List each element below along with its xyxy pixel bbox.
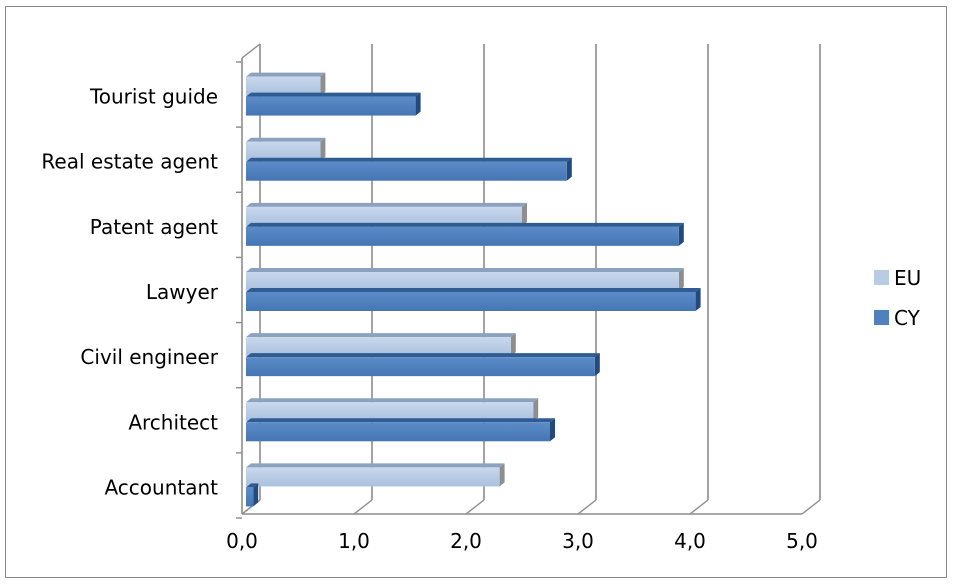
x-tick-labels: 0,0 1,0 2,0 3,0 4,0 5,0 — [226, 529, 818, 553]
bar-front-face — [246, 226, 679, 246]
legend-label: CY — [894, 306, 921, 330]
category-label: Civil engineer — [80, 345, 218, 369]
bar-eu — [246, 333, 516, 357]
x-tick-label: 4,0 — [674, 529, 706, 553]
bar-front-face — [246, 161, 567, 181]
bar-top-face — [246, 72, 326, 77]
bar-top-face — [246, 92, 421, 97]
bar-front-face — [246, 337, 511, 357]
category-labels: Tourist guide Real estate agent Patent age… — [41, 85, 218, 500]
bar-front-face — [246, 402, 534, 422]
bar-end-face — [550, 418, 555, 442]
x-tick-label: 5,0 — [786, 529, 818, 553]
wall-edge — [241, 43, 261, 59]
bar-end-face — [678, 222, 684, 246]
bar-front-face — [246, 76, 321, 96]
bar-top-face — [246, 398, 539, 403]
bar-eu — [246, 398, 539, 422]
bar-end-face — [320, 72, 326, 96]
x-tick-label: 1,0 — [338, 529, 370, 553]
bar-top-face — [246, 157, 572, 162]
bar-top-face — [246, 353, 600, 358]
bar-end-face — [678, 268, 684, 291]
bar-end-face — [695, 288, 701, 311]
legend-swatch — [874, 310, 889, 325]
bar-front-face — [246, 141, 321, 161]
bar-eu — [246, 202, 527, 226]
category-label: Accountant — [104, 475, 218, 499]
bar-front-face — [246, 96, 416, 116]
bar-top-face — [246, 202, 527, 207]
legend: EU CY — [874, 266, 921, 330]
floor-line — [801, 499, 821, 515]
bar-end-face — [533, 398, 539, 422]
bar-cy — [246, 157, 572, 181]
floor-line — [689, 499, 709, 515]
floor-line — [465, 499, 485, 515]
x-tick-label: 0,0 — [226, 529, 258, 553]
bar-front-face — [246, 292, 696, 311]
bar-cy — [246, 353, 600, 377]
bar-cy — [246, 222, 684, 246]
plot-walls — [236, 43, 802, 519]
bar-front-face — [246, 422, 550, 442]
bar-end-face — [415, 92, 421, 116]
bar-eu — [246, 72, 326, 96]
category-label: Lawyer — [146, 280, 219, 304]
bar-top-face — [246, 418, 555, 423]
bar-top-face — [246, 288, 701, 292]
bar-top-face — [246, 333, 516, 338]
bar-top-face — [246, 483, 259, 488]
bar-front-face — [246, 487, 254, 507]
bar-front-face — [246, 357, 595, 377]
bar-end-face — [320, 137, 326, 161]
bar-end-face — [566, 157, 572, 181]
bar-front-face — [246, 206, 522, 226]
category-label: Tourist guide — [89, 85, 218, 109]
legend-swatch — [874, 270, 889, 285]
bar-front-face — [246, 467, 500, 487]
legend-label: EU — [894, 266, 921, 290]
bars — [246, 72, 701, 507]
bar-top-face — [246, 222, 684, 227]
floor-line — [577, 499, 597, 515]
bar-eu — [246, 463, 505, 487]
bar-cy — [246, 288, 701, 311]
bar-eu — [246, 137, 326, 161]
bar-end-face — [594, 353, 600, 377]
bar-end-face — [253, 483, 259, 507]
bar-cy — [246, 483, 259, 507]
legend-item-eu: EU — [874, 266, 921, 290]
bar-front-face — [246, 272, 679, 291]
category-label: Patent agent — [90, 215, 218, 239]
bar-top-face — [246, 463, 505, 468]
bar-end-face — [510, 333, 516, 357]
bar-top-face — [246, 137, 326, 142]
bar-end-face — [499, 463, 505, 487]
bar-end-face — [522, 202, 527, 226]
bar-cy — [246, 418, 555, 442]
floor-line — [353, 499, 373, 515]
legend-item-cy: CY — [874, 306, 921, 330]
bar-eu — [246, 268, 684, 291]
category-label: Architect — [128, 410, 218, 434]
x-tick-label: 3,0 — [562, 529, 594, 553]
bar-cy — [246, 92, 421, 116]
category-label: Real estate agent — [41, 150, 218, 174]
bar-top-face — [246, 268, 684, 272]
x-tick-label: 2,0 — [450, 529, 482, 553]
